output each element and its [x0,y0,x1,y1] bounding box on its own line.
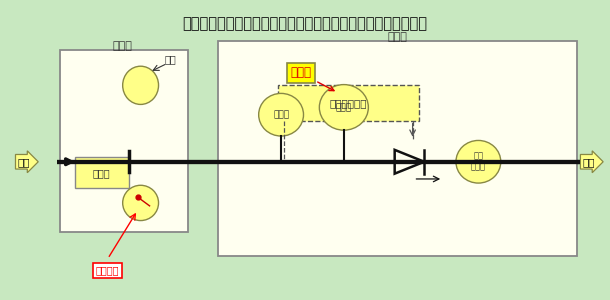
Text: ポンプ制御部: ポンプ制御部 [329,98,367,108]
FancyBboxPatch shape [278,85,418,121]
Text: 圧力計: 圧力計 [336,103,352,112]
Ellipse shape [320,85,368,130]
Ellipse shape [123,66,159,104]
Text: 吸気: 吸気 [18,157,30,167]
Text: 吸引
ポンプ: 吸引 ポンプ [471,152,486,172]
FancyBboxPatch shape [75,157,129,188]
Text: 伊方発電所　モニタリングステーションじんあいモニタ概略図: 伊方発電所 モニタリングステーションじんあいモニタ概略図 [182,16,428,31]
Text: 排気: 排気 [583,157,595,167]
Text: 制御部: 制御部 [388,32,407,42]
FancyBboxPatch shape [60,50,188,232]
Text: ろ紙: ろ紙 [165,54,176,64]
Ellipse shape [456,140,501,183]
Ellipse shape [259,93,304,136]
FancyBboxPatch shape [218,41,577,256]
Ellipse shape [123,185,159,220]
Text: 流量計: 流量計 [273,110,289,119]
Text: 圧力低: 圧力低 [290,67,334,91]
Text: 検出器: 検出器 [93,168,110,178]
Text: 集塵部: 集塵部 [113,40,132,51]
Text: 当該箇所: 当該箇所 [96,266,120,275]
